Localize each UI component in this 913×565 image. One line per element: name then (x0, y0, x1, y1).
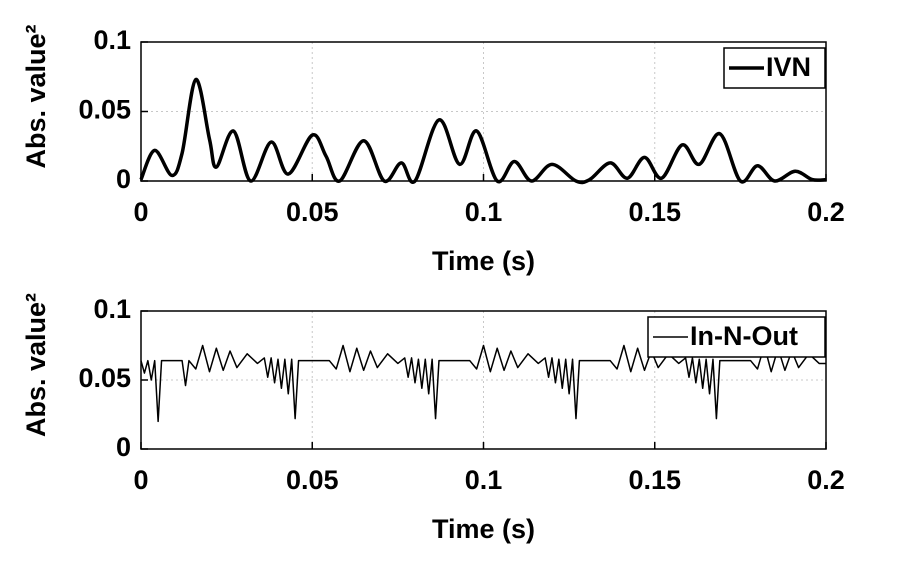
y-tick-label: 0 (116, 164, 131, 194)
x-tick-label: 0.05 (286, 197, 339, 227)
y-axis-label: Abs. value² (21, 24, 51, 168)
x-tick-label: 0.05 (286, 465, 339, 495)
data-line (139, 77, 827, 185)
y-axis-label: Abs. value² (21, 293, 51, 437)
axes-box (140, 310, 827, 450)
legend-label: In-N-Out (690, 321, 798, 351)
x-tick-label: 0.15 (628, 465, 681, 495)
y-tick-label: 0.05 (78, 95, 131, 125)
y-tick-label: 0 (116, 432, 131, 462)
x-tick-label: 0.2 (807, 465, 845, 495)
x-tick-label: 0 (133, 465, 148, 495)
x-tick-label: 0.1 (465, 197, 503, 227)
y-tick-label: 0.05 (78, 363, 131, 393)
x-axis-label: Time (s) (432, 246, 535, 276)
x-tick-label: 0.2 (807, 197, 845, 227)
y-tick-label: 0.1 (93, 294, 131, 324)
axes-box (140, 41, 827, 182)
legend-label: IVN (766, 52, 811, 82)
data-line (140, 344, 826, 423)
x-tick-label: 0 (133, 197, 148, 227)
x-tick-label: 0.15 (628, 197, 681, 227)
x-tick-label: 0.1 (465, 465, 503, 495)
y-tick-label: 0.1 (93, 25, 131, 55)
x-axis-label: Time (s) (432, 514, 535, 544)
